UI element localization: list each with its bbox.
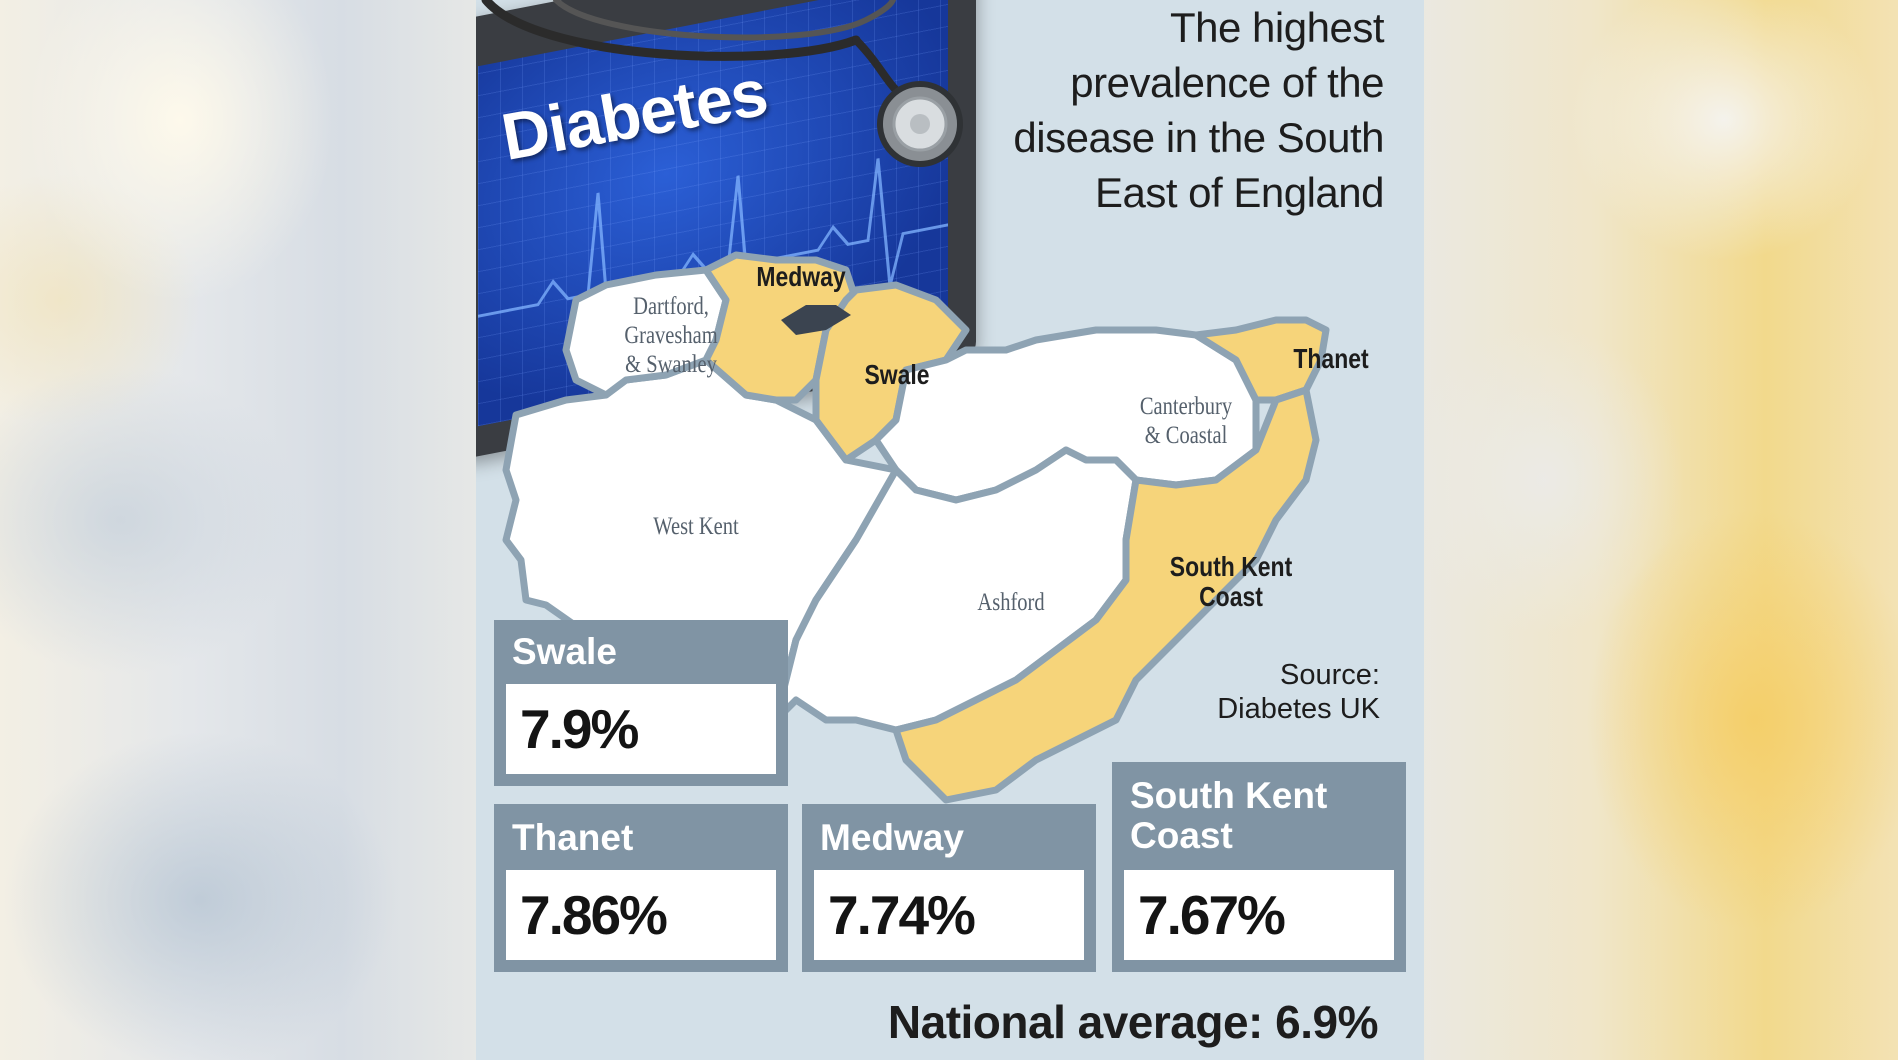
map-label-dartford-line3: & Swanley (625, 351, 717, 378)
stat-value: 7.74% (814, 870, 1084, 960)
infographic-panel: Diabetes The highest prevalence of the d… (476, 0, 1424, 1060)
region-thanet (1192, 316, 1330, 404)
map-label-west-kent: West Kent (653, 513, 739, 540)
map-label-ashford: Ashford (977, 589, 1045, 616)
map-label-swale: Swale (864, 359, 930, 390)
region-south-kent-coast (892, 386, 1320, 804)
national-average: National average: 6.9% (887, 996, 1379, 1048)
map-label-canterbury: Canterbury & Coastal (1125, 392, 1248, 450)
stat-box-medway: Medway 7.74% (802, 804, 1096, 972)
stat-name: Medway (820, 817, 964, 858)
stat-name: Thanet (512, 817, 634, 858)
map-label-thanet: Thanet (1293, 343, 1369, 374)
stat-name: South Kent Coast (1130, 776, 1327, 856)
map-label-skc-line1: South Kent (1169, 551, 1293, 582)
stat-value: 7.86% (506, 870, 776, 960)
source-credit: Source: Diabetes UK (1190, 658, 1380, 726)
stat-box-south-kent-coast: South Kent Coast 7.67% (1112, 762, 1406, 972)
map-label-dartford-line1: Dartford, (633, 293, 709, 320)
map-label-south-kent-coast: South Kent Coast (1170, 552, 1293, 612)
map-label-skc-line2: Coast (1199, 581, 1263, 612)
map-label-medway: Medway (756, 261, 846, 292)
stat-value: 7.67% (1124, 870, 1394, 960)
blurred-background-left (0, 0, 476, 1060)
source-text: Source: Diabetes UK (1217, 659, 1380, 725)
stethoscope-icon (481, 0, 963, 167)
medway-estuary (781, 305, 851, 335)
map-label-canterbury-line1: Canterbury (1139, 393, 1233, 420)
blurred-background-right (1424, 0, 1898, 1060)
stat-box-thanet: Thanet 7.86% (494, 804, 788, 972)
stat-value: 7.9% (506, 684, 776, 774)
stat-box-swale: Swale 7.9% (494, 620, 788, 786)
stat-name-line2: Coast (1130, 815, 1233, 856)
map-label-dartford: Dartford, Gravesham & Swanley (605, 292, 736, 379)
headline: The highest prevalence of the disease in… (1013, 4, 1384, 216)
stat-name-line1: South Kent (1130, 775, 1328, 816)
map-label-canterbury-line2: & Coastal (1144, 422, 1228, 449)
stat-name: Swale (512, 631, 617, 672)
map-label-dartford-line2: Gravesham (624, 322, 718, 349)
